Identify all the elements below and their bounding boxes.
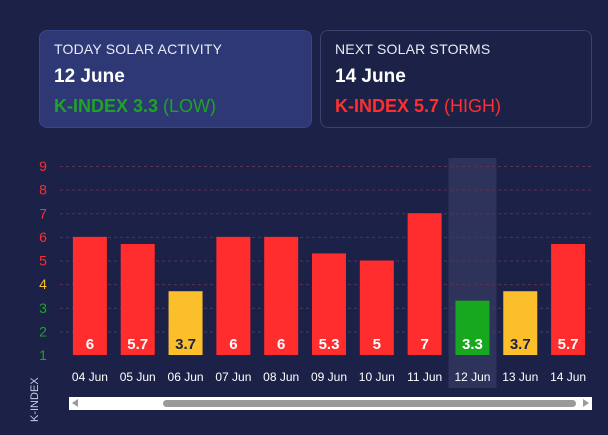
bar-value-label: 5.7 — [558, 336, 579, 353]
y-axis-title: K-INDEX — [29, 377, 41, 422]
next-kindex-level: (HIGH) — [444, 96, 502, 116]
bar — [72, 236, 107, 355]
bar — [168, 291, 203, 355]
bar — [264, 236, 299, 355]
x-tick-label: 12 Jun — [454, 370, 490, 384]
bar-value-label: 5 — [373, 336, 381, 353]
bar-value-label: 6 — [86, 336, 94, 353]
next-kindex: K-INDEX 5.7 (HIGH) — [335, 96, 577, 117]
bar — [216, 236, 251, 355]
y-tick-label: 9 — [39, 158, 47, 174]
bar-value-label: 6 — [277, 336, 285, 353]
bar — [120, 243, 155, 355]
bar — [359, 260, 394, 355]
next-card-date: 14 June — [335, 66, 406, 87]
bar-value-label: 3.7 — [510, 336, 531, 353]
y-tick-label: 5 — [39, 253, 47, 269]
y-tick-label: 7 — [39, 205, 47, 221]
x-tick-label: 14 Jun — [550, 370, 586, 384]
y-tick-label: 6 — [39, 229, 47, 245]
scroll-left-icon[interactable] — [72, 399, 78, 407]
bar — [455, 300, 490, 355]
bar — [503, 291, 538, 355]
bar-value-label: 3.7 — [175, 336, 196, 353]
x-tick-label: 05 Jun — [120, 370, 156, 384]
today-solar-activity-card: TODAY SOLAR ACTIVITY 12 June K-INDEX 3.3… — [39, 30, 312, 128]
x-tick-label: 07 Jun — [215, 370, 251, 384]
x-tick-label: 10 Jun — [359, 370, 395, 384]
x-tick-label: 13 Jun — [502, 370, 538, 384]
bar-value-label: 5.7 — [127, 336, 148, 353]
y-tick-label: 2 — [39, 323, 47, 339]
bar — [407, 213, 442, 355]
today-card-title: TODAY SOLAR ACTIVITY — [54, 41, 223, 57]
next-card-title: NEXT SOLAR STORMS — [335, 41, 491, 57]
bar-value-label: 5.3 — [319, 336, 340, 353]
bar-value-label: 6 — [229, 336, 237, 353]
next-solar-storms-card: NEXT SOLAR STORMS 14 June K-INDEX 5.7 (H… — [320, 30, 592, 128]
scrollbar-thumb[interactable] — [163, 400, 576, 407]
today-card-date: 12 June — [54, 66, 125, 87]
today-kindex-value: K-INDEX 3.3 — [54, 96, 159, 116]
x-tick-label: 09 Jun — [311, 370, 347, 384]
bar-value-label: 7 — [420, 336, 428, 353]
bar — [312, 253, 346, 355]
y-tick-label: 1 — [39, 347, 47, 363]
today-kindex-level: (LOW) — [163, 96, 217, 116]
bar-value-label: 3.3 — [462, 336, 483, 353]
next-kindex-value: K-INDEX 5.7 — [335, 96, 440, 116]
bar — [551, 243, 586, 355]
y-tick-label: 3 — [39, 300, 47, 316]
y-tick-label: 8 — [39, 182, 47, 198]
today-kindex: K-INDEX 3.3 (LOW) — [54, 96, 297, 117]
x-tick-label: 04 Jun — [72, 370, 108, 384]
x-tick-label: 11 Jun — [407, 370, 442, 384]
chart-scrollbar[interactable] — [69, 397, 592, 410]
x-tick-label: 08 Jun — [263, 370, 299, 384]
x-tick-label: 06 Jun — [168, 370, 204, 384]
scroll-right-icon[interactable] — [583, 399, 589, 407]
y-tick-label: 4 — [39, 276, 47, 292]
